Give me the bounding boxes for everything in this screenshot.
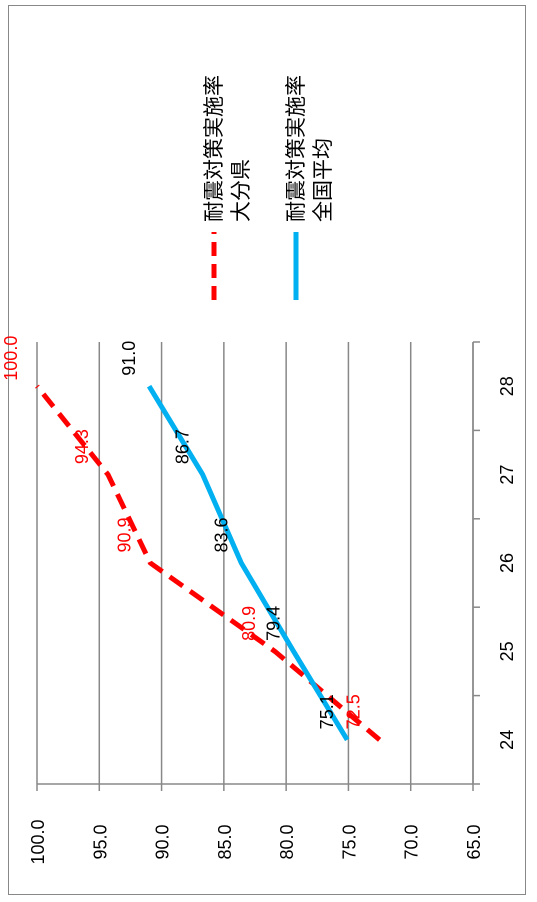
data-label: 94.3	[72, 429, 92, 464]
data-label: 100.0	[1, 336, 21, 381]
legend-label: 耐震対策実施率	[202, 75, 226, 222]
y-tick-label: 65.0	[464, 824, 484, 859]
axes	[36, 341, 480, 791]
data-label: 75.1	[317, 694, 337, 729]
data-label: 72.5	[344, 694, 364, 729]
data-label: 79.4	[264, 606, 284, 641]
data-label: 80.9	[239, 606, 259, 641]
y-tick-label: 80.0	[277, 824, 297, 859]
series-line-national	[146, 384, 350, 742]
y-tick-label: 95.0	[90, 824, 110, 859]
x-tick-label: 25	[497, 641, 517, 661]
data-label: 90.9	[114, 517, 134, 552]
x-tick-label: 28	[497, 376, 517, 396]
legend-label: 全国平均	[311, 138, 335, 222]
data-labels: 72.5 80.9 90.9 94.3 100.0 75.1 79.4 83.6 86.7 91.…	[1, 336, 364, 730]
series-line-oita	[35, 384, 382, 742]
x-tick-label: 27	[497, 465, 517, 485]
y-tick-label: 70.0	[402, 824, 422, 859]
x-tick-label: 24	[497, 730, 517, 750]
gridlines	[98, 342, 474, 784]
data-label: 91.0	[119, 341, 139, 376]
y-tick-label: 100.0	[28, 819, 48, 864]
y-tick-labels: 100.0 95.0 90.0 85.0 80.0 75.0 70.0 65.0	[28, 819, 484, 864]
series-lines	[35, 384, 382, 742]
x-tick-label: 26	[497, 553, 517, 573]
data-label: 86.7	[173, 429, 193, 464]
legend-label: 大分県	[229, 159, 253, 222]
chart-frame	[8, 5, 526, 895]
y-tick-label: 85.0	[215, 824, 235, 859]
legend: 耐震対策実施率 大分県 耐震対策実施率 全国平均	[202, 75, 335, 300]
legend-label: 耐震対策実施率	[284, 75, 308, 222]
x-tick-labels: 24 25 26 27 28	[497, 376, 517, 750]
data-label: 83.6	[211, 517, 231, 552]
y-tick-label: 75.0	[339, 824, 359, 859]
y-tick-label: 90.0	[153, 824, 173, 859]
